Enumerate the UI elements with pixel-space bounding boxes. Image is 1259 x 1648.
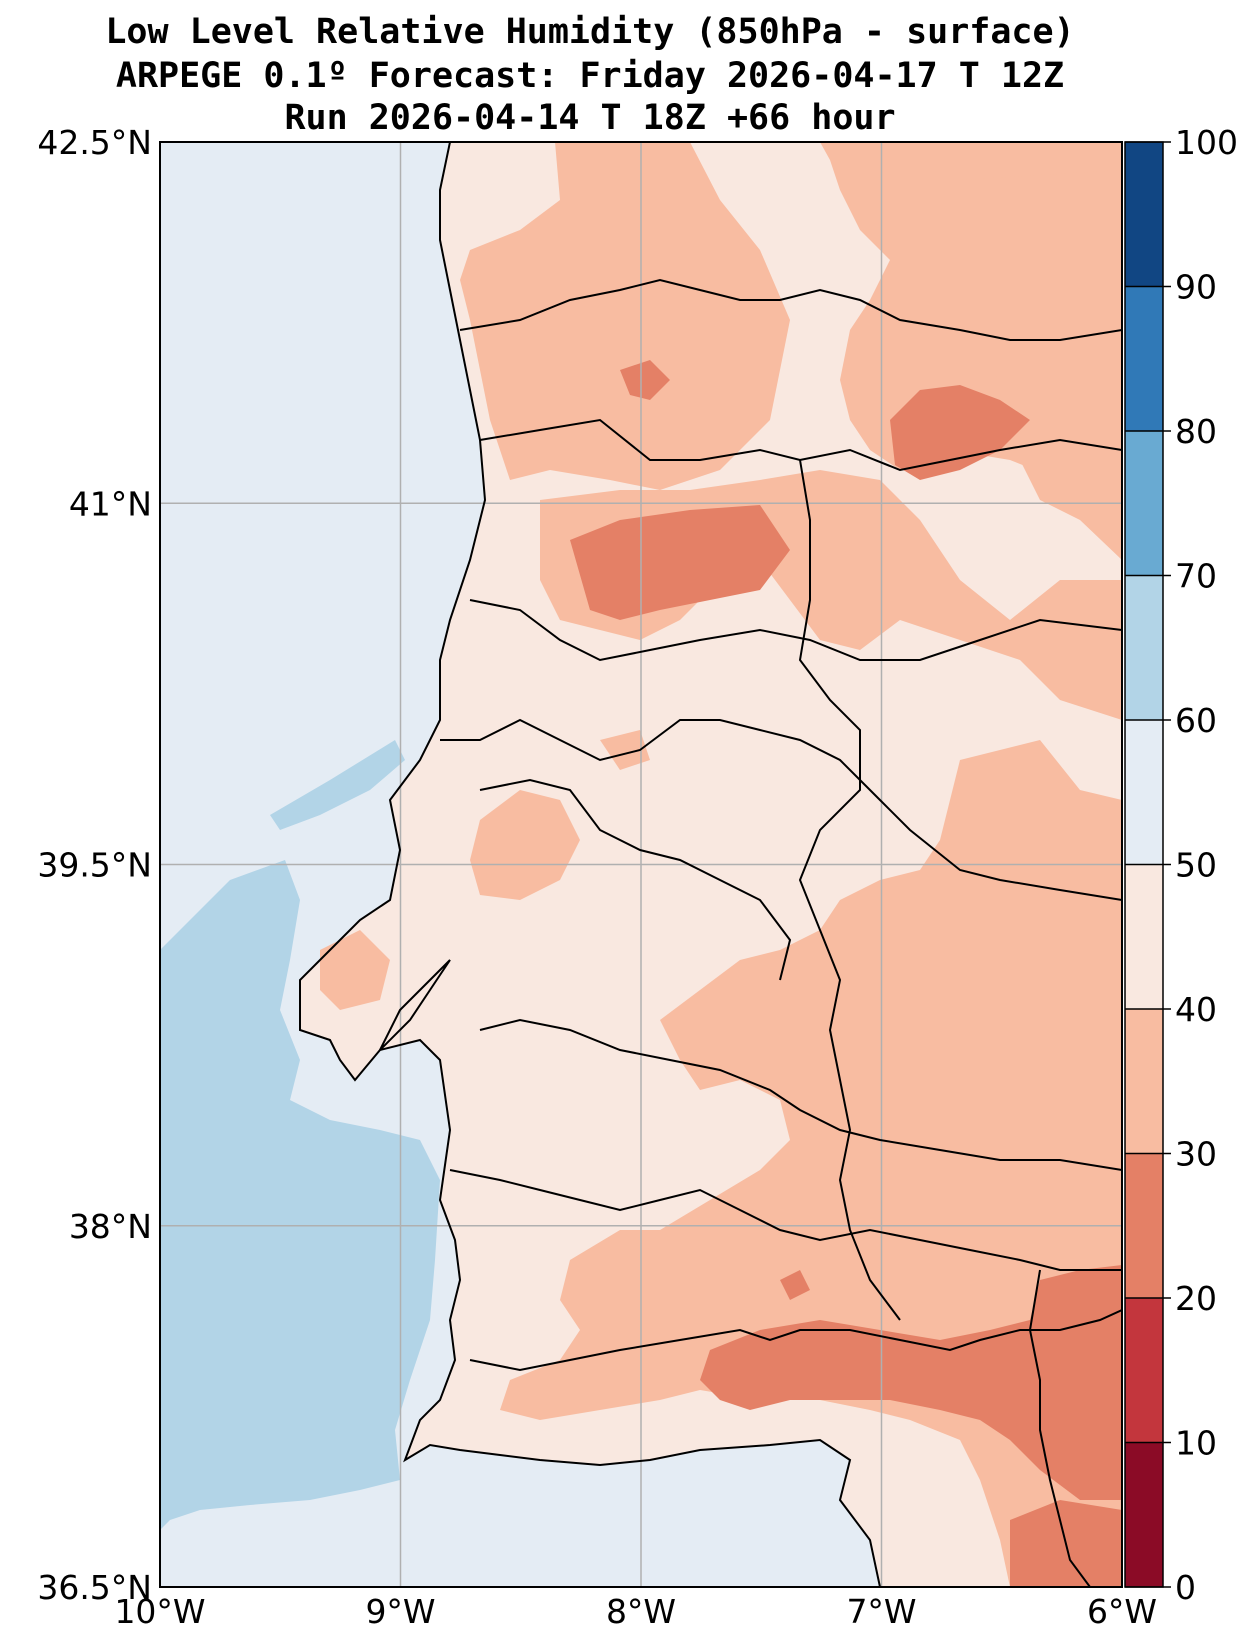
colorbar-labels: 0 10 20 30 40 50 60 70 80 90 100: [1125, 123, 1238, 1607]
district-border-beira: [440, 718, 1122, 901]
lon-tick-label: 7°W: [846, 1592, 916, 1631]
ocean-humidity-60-70-strip: [270, 740, 405, 830]
atlantic-coastline: [299, 142, 881, 1587]
district-border-central: [469, 599, 1122, 662]
map-gridlines: [160, 142, 1122, 1587]
lon-tick-label: 10°W: [114, 1592, 205, 1631]
colorbar-swatches: [1125, 142, 1163, 1588]
colorbar-swatch: [1125, 1153, 1163, 1299]
colorbar-label: 100: [1175, 123, 1238, 162]
lon-tick-label: 9°W: [365, 1592, 435, 1631]
colorbar-label: 50: [1175, 846, 1217, 885]
map-axis-labels: 10°W 9°W 8°W 7°W 6°W 42.5°N 41°N 39.5°N 38°N 36.5…: [37, 123, 1157, 1631]
district-border-vertical-east: [798, 459, 901, 1321]
colorbar-label: 30: [1175, 1135, 1217, 1174]
lon-tick-label: 6°W: [1087, 1592, 1157, 1631]
colorbar-label: 70: [1175, 557, 1217, 596]
district-border-ribatejo: [479, 778, 792, 981]
colorbar-swatch: [1125, 286, 1163, 432]
map-subtitle-run: Run 2026-04-14 T 18Z +66 hour: [284, 98, 896, 138]
lat-tick-label: 38°N: [69, 1207, 152, 1246]
colorbar-swatch: [1125, 720, 1163, 865]
colorbar-swatch: [1125, 575, 1163, 721]
colorbar-swatch: [1125, 431, 1163, 576]
district-border-algarve: [469, 1309, 1122, 1372]
colorbar-label: 20: [1175, 1279, 1217, 1318]
colorbar-label: 10: [1175, 1424, 1217, 1463]
colorbar-swatch: [1125, 142, 1163, 287]
lon-tick-label: 8°W: [606, 1592, 676, 1631]
colorbar-swatch: [1125, 864, 1163, 1010]
lat-tick-label: 36.5°N: [37, 1568, 152, 1607]
district-border-baixo-alentejo: [449, 1169, 1122, 1271]
district-border-alentejo: [479, 1018, 1122, 1171]
map-frame: [159, 141, 1123, 1588]
coastline-and-borders: [299, 142, 1122, 1587]
colorbar-label: 60: [1175, 701, 1217, 740]
lat-tick-label: 39.5°N: [37, 846, 152, 885]
tagus-estuary: [379, 959, 451, 1051]
lat-tick-label: 41°N: [69, 484, 152, 523]
colorbar-label: 0: [1175, 1568, 1196, 1607]
colorbar-swatch: [1125, 1298, 1163, 1443]
colorbar-swatch: [1125, 1442, 1163, 1588]
humidity-20-30-regions: [570, 360, 1122, 1587]
colorbar-label: 90: [1175, 268, 1217, 307]
lat-tick-label: 42.5°N: [37, 123, 152, 162]
ocean-humidity-60-70-region: [160, 860, 440, 1530]
colorbar-swatch: [1125, 1009, 1163, 1154]
colorbar-label: 80: [1175, 412, 1217, 451]
map-title: Low Level Relative Humidity (850hPa - su…: [105, 12, 1075, 52]
map-panel: [159, 141, 1123, 1588]
district-border-north: [459, 278, 1122, 341]
colorbar: 0 10 20 30 40 50 60 70 80 90 100: [1124, 123, 1238, 1607]
colorbar-label: 40: [1175, 990, 1217, 1029]
spain-portugal-border: [1028, 1269, 1091, 1587]
map-subtitle-forecast: ARPEGE 0.1º Forecast: Friday 2026-04-17 …: [115, 56, 1065, 96]
